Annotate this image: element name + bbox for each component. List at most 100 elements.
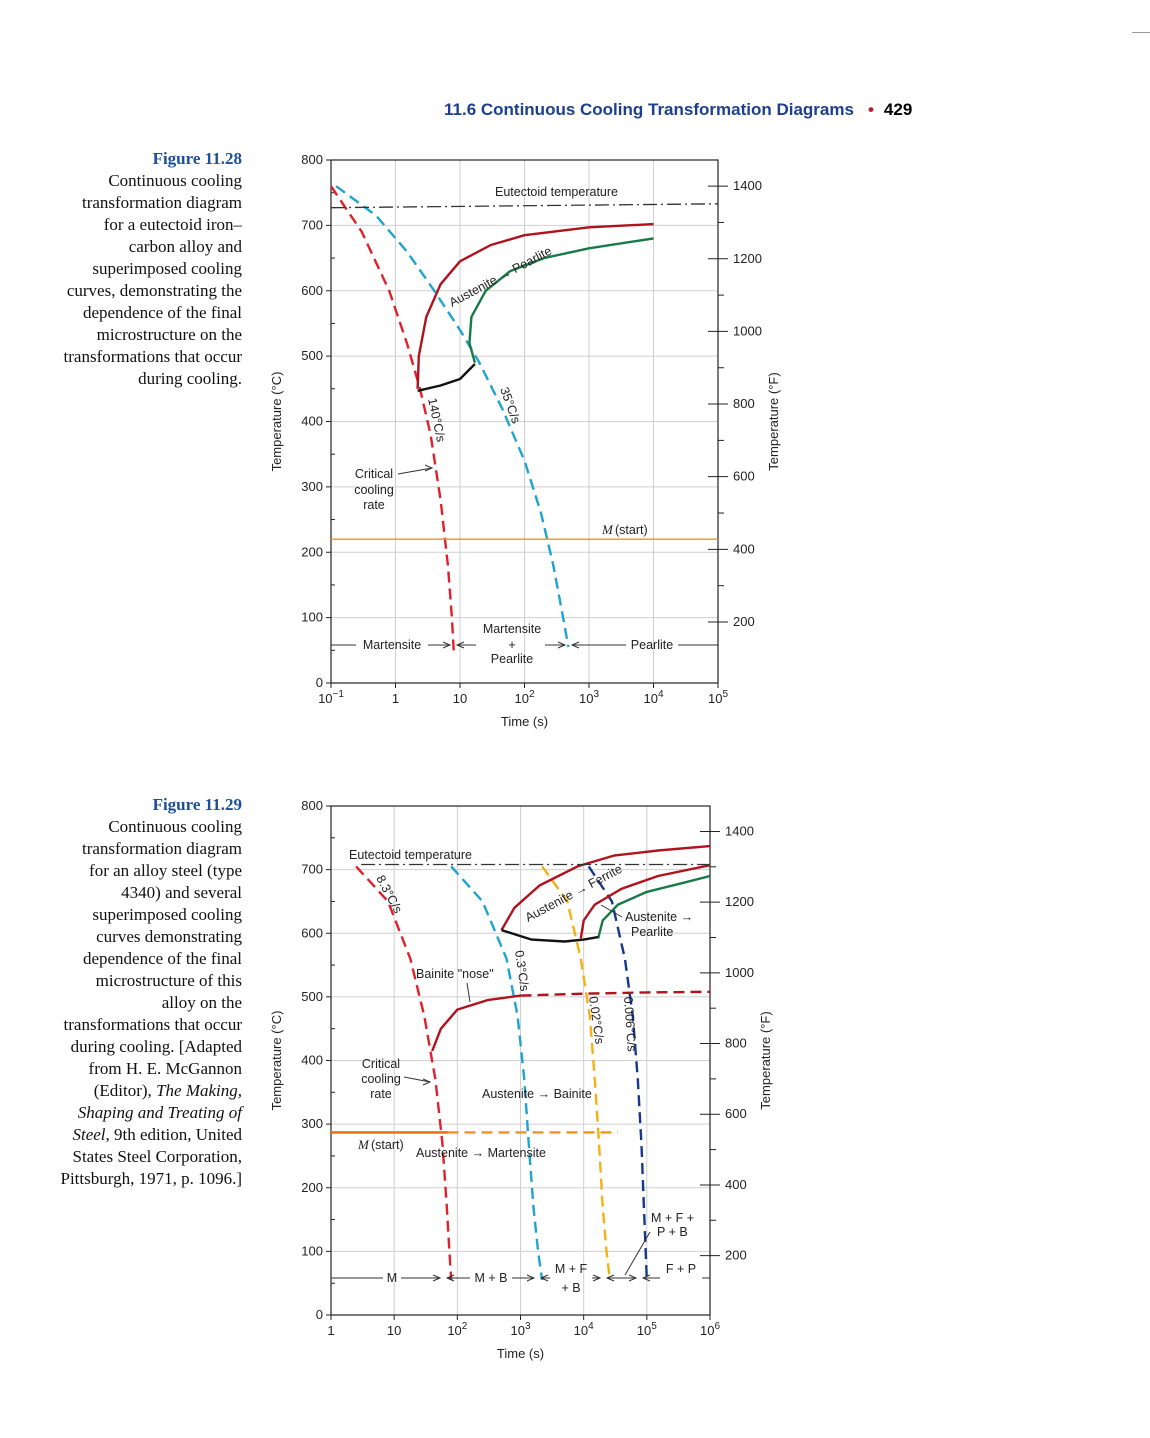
y-tick-label: 800 — [301, 798, 323, 813]
region-mfb-2: + B — [561, 1281, 580, 1295]
rate-label-83: 8.3°C/s — [373, 873, 405, 916]
y2-tick-label: 1200 — [733, 251, 762, 266]
y2-tick-label: 800 — [733, 396, 755, 411]
y2-tick-label: 1400 — [725, 823, 754, 838]
region-pearlite: Pearlite — [631, 638, 673, 652]
y-axis-title: Temperature (°C) — [269, 1011, 284, 1111]
x-tick-label: 105 — [708, 689, 728, 706]
series-line-3 — [587, 865, 648, 1281]
region-arrow — [628, 1274, 638, 1282]
x-axis-title: Time (s) — [497, 1346, 544, 1361]
header-bullet: • — [867, 100, 874, 119]
y-axis-title: Temperature (°C) — [269, 372, 284, 472]
caption-text: Continuous cooling transformation diagra… — [63, 817, 242, 1100]
y-tick-label: 600 — [301, 925, 323, 940]
region-mfpb-1: M + F + — [651, 1211, 694, 1225]
figure-label: Figure 11.29 — [152, 795, 242, 814]
x-tick-label: 104 — [574, 1321, 594, 1338]
eutectoid-label: Eutectoid temperature — [349, 848, 472, 862]
y2-axis-title: Temperature (°F) — [758, 1011, 773, 1109]
y2-tick-label: 1000 — [725, 965, 754, 980]
critical-label-3: rate — [363, 498, 385, 512]
y2-tick-label: 1200 — [725, 894, 754, 909]
series-line-4 — [417, 363, 476, 392]
y-tick-label: 800 — [301, 152, 323, 167]
austenite-bainite-label: Austenite → Bainite — [482, 1087, 592, 1101]
figure-label: Figure 11.28 — [152, 149, 242, 168]
x-tick-label: 10−1 — [318, 689, 344, 706]
y-tick-label: 100 — [301, 610, 323, 625]
region-m: M — [387, 1271, 397, 1285]
rate-label-002: 0.02°C/s — [586, 995, 607, 1045]
x-tick-label: 1 — [327, 1323, 334, 1338]
critical-label-2: cooling — [354, 483, 394, 497]
series-line-8 — [431, 994, 521, 1052]
y2-tick-label: 800 — [725, 1036, 747, 1051]
figure-caption-11-29: Figure 11.29 Continuous cooling transfor… — [60, 794, 242, 1190]
x-tick-label: 1 — [392, 691, 399, 706]
x-tick-label: 106 — [700, 1321, 720, 1338]
y-tick-label: 0 — [316, 1307, 323, 1322]
x-tick-label: 10 — [387, 1323, 401, 1338]
region-martensite: Martensite — [363, 638, 421, 652]
y2-tick-label: 600 — [733, 469, 755, 484]
mfpb-pointer — [624, 1231, 651, 1276]
mstart-m-label: M — [357, 1137, 370, 1152]
critical-label-1: Critical — [362, 1057, 400, 1071]
region-mart-pearl-2: + — [508, 638, 515, 652]
region-f-p: F + P — [666, 1262, 696, 1276]
y-tick-label: 100 — [301, 1243, 323, 1258]
bainite-nose-pointer — [466, 982, 471, 1003]
rate-label-03: 0.3°C/s — [512, 949, 532, 992]
critical-arrow-head — [424, 464, 434, 472]
eutectoid-label: Eutectoid temperature — [495, 185, 618, 199]
series-line-6 — [597, 874, 711, 939]
y-tick-label: 400 — [301, 1053, 323, 1068]
series-line-1 — [450, 865, 544, 1281]
mstart-m-label: M — [601, 522, 614, 537]
figure-caption-11-28: Figure 11.28 Continuous cooling transfor… — [60, 148, 242, 390]
series-line-1 — [335, 185, 570, 648]
series-line-9 — [520, 990, 711, 997]
running-header: 11.6 Continuous Cooling Transformation D… — [444, 100, 1004, 128]
y2-tick-label: 400 — [725, 1177, 747, 1192]
austenite-pearlite-label-2: Pearlite — [631, 925, 673, 939]
critical-arrow — [403, 1076, 431, 1083]
y-tick-label: 300 — [301, 479, 323, 494]
y-tick-label: 0 — [316, 675, 323, 690]
series-line-7 — [501, 928, 599, 943]
critical-label-2: cooling — [361, 1072, 401, 1086]
y2-tick-label: 200 — [733, 614, 755, 629]
x-tick-label: 105 — [637, 1321, 657, 1338]
x-tick-label: 103 — [510, 1321, 530, 1338]
region-arrow — [592, 1274, 602, 1282]
region-arrow — [432, 1274, 442, 1282]
region-mfb-1: M + F — [555, 1262, 588, 1276]
y-tick-label: 700 — [301, 217, 323, 232]
austenite-martensite-label: Austenite → Martensite — [416, 1146, 546, 1160]
region-mart-pearl-3: Pearlite — [491, 652, 533, 666]
x-axis-title: Time (s) — [501, 714, 548, 729]
page-number: 429 — [883, 100, 913, 119]
x-tick-label: 103 — [579, 689, 599, 706]
section-title: 11.6 Continuous Cooling Transformation D… — [444, 100, 854, 119]
series-line-3 — [468, 237, 654, 364]
y2-tick-label: 200 — [725, 1248, 747, 1263]
series-line-5 — [330, 203, 719, 209]
x-tick-label: 102 — [514, 689, 534, 706]
x-tick-label: 102 — [447, 1321, 467, 1338]
y2-tick-label: 1000 — [733, 323, 762, 338]
austenite-pearlite-label-1: Austenite → — [625, 910, 693, 924]
region-arrow — [526, 1274, 536, 1282]
y-tick-label: 600 — [301, 283, 323, 298]
region-m-b: M + B — [475, 1271, 508, 1285]
y-tick-label: 300 — [301, 1116, 323, 1131]
mstart-label: (start) — [371, 1138, 404, 1152]
critical-label-1: Critical — [355, 467, 393, 481]
corner-mark — [1132, 32, 1150, 33]
region-arrow — [557, 641, 567, 649]
y-tick-label: 700 — [301, 862, 323, 877]
x-tick-label: 104 — [643, 689, 663, 706]
